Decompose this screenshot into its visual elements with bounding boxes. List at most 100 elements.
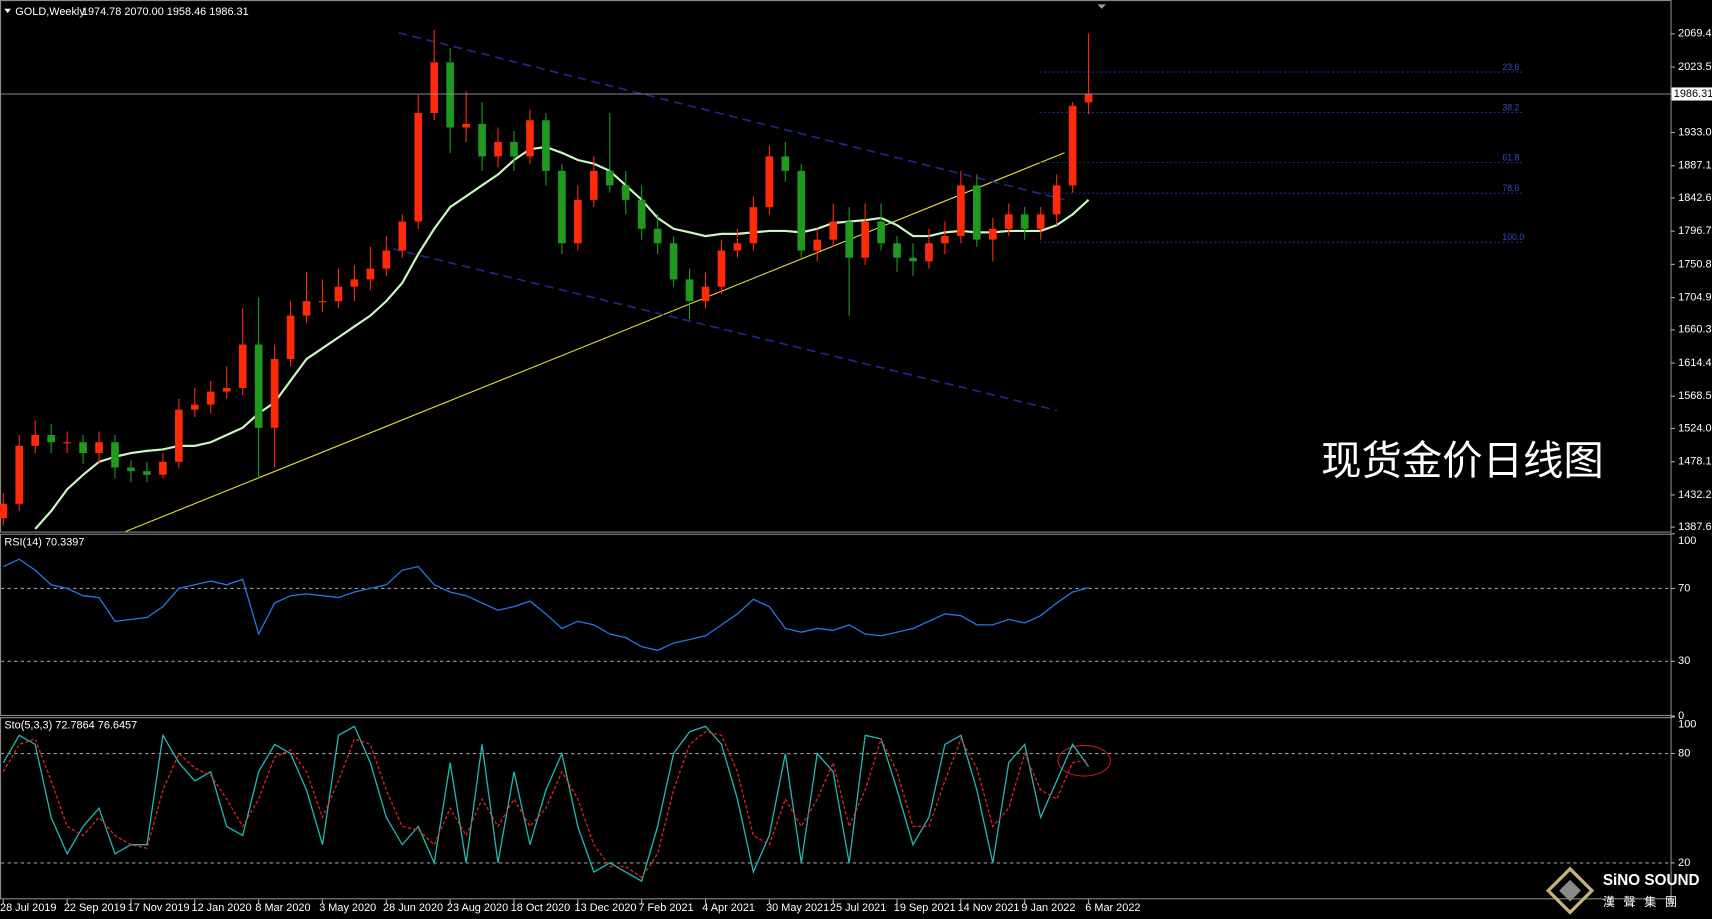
channel-lower bbox=[392, 248, 1058, 412]
candle-body bbox=[717, 250, 726, 287]
candle-body bbox=[797, 170, 806, 251]
y-tick-label: 1478.10 bbox=[1678, 456, 1712, 468]
y-tick-label: 1524.00 bbox=[1678, 422, 1712, 434]
main-frame bbox=[0, 0, 1672, 533]
candle-body bbox=[270, 359, 279, 428]
x-tick-label: 28 Jun 2020 bbox=[383, 902, 443, 914]
candle-body bbox=[526, 120, 534, 157]
channel-upper bbox=[398, 31, 1065, 201]
candle-body bbox=[47, 435, 55, 443]
candle-body bbox=[765, 156, 774, 208]
candle-body bbox=[925, 243, 933, 262]
candle-body bbox=[462, 123, 470, 128]
x-tick-label: 3 May 2020 bbox=[319, 902, 376, 914]
candle-body bbox=[127, 467, 135, 472]
ohlc-readout: 1974.78 2070.00 1958.46 1986.31 bbox=[82, 6, 249, 18]
candle-body bbox=[79, 442, 87, 454]
candle-body bbox=[653, 228, 662, 244]
x-tick-label: 6 Mar 2022 bbox=[1085, 902, 1140, 914]
y-tick-label: 2023.50 bbox=[1678, 61, 1712, 73]
rsi-frame bbox=[0, 533, 1672, 716]
candle-body bbox=[845, 221, 853, 258]
y-tick-label: 0 bbox=[1678, 710, 1684, 722]
fib-label: 38.2 bbox=[1502, 102, 1519, 112]
candle-body bbox=[238, 344, 247, 388]
y-tick-label: 1432.20 bbox=[1678, 489, 1712, 501]
candle-body bbox=[877, 221, 885, 244]
y-tick-label: 1933.05 bbox=[1678, 126, 1712, 138]
candle-body bbox=[414, 113, 423, 222]
candle-body bbox=[621, 185, 630, 200]
title-arrow bbox=[4, 8, 11, 14]
candle-body bbox=[510, 141, 518, 157]
candle-body bbox=[733, 243, 742, 251]
candle-body bbox=[669, 243, 678, 280]
x-tick-label: 18 Oct 2020 bbox=[511, 902, 570, 914]
candle-body bbox=[1020, 214, 1029, 229]
candle-body bbox=[430, 62, 439, 114]
candle-body bbox=[366, 268, 375, 280]
x-tick-label: 13 Dec 2020 bbox=[575, 902, 637, 914]
fib-lines bbox=[1039, 71, 1524, 243]
x-tick-label: 30 May 2021 bbox=[766, 902, 829, 914]
candle-body bbox=[111, 442, 119, 468]
panel-frames bbox=[0, 0, 1672, 900]
y-tick-label: 1887.15 bbox=[1678, 160, 1712, 172]
candle-body bbox=[749, 207, 758, 244]
candle-body bbox=[973, 185, 981, 240]
candle-body bbox=[31, 435, 40, 446]
candle-body bbox=[589, 170, 598, 200]
fib-label: 100.0 bbox=[1502, 232, 1524, 242]
candle-body bbox=[334, 286, 343, 302]
candle-body bbox=[813, 239, 822, 251]
y-tick-label: 30 bbox=[1678, 655, 1690, 667]
candle-body bbox=[637, 199, 646, 229]
y-tick-label: 1614.45 bbox=[1678, 357, 1712, 369]
x-tick-label: 28 Jul 2019 bbox=[0, 902, 56, 914]
x-tick-label: 23 Aug 2020 bbox=[447, 902, 508, 914]
y-tick-label: 20 bbox=[1678, 857, 1690, 869]
candle-body bbox=[829, 221, 838, 240]
candle-body bbox=[350, 279, 359, 287]
candle-body bbox=[781, 156, 790, 171]
candle-body bbox=[605, 170, 614, 186]
highlight-ellipse bbox=[1057, 744, 1111, 777]
candle-body bbox=[222, 387, 231, 392]
candle-body bbox=[143, 471, 151, 475]
x-tick-label: 17 Nov 2019 bbox=[128, 902, 190, 914]
rsi-title: RSI(14) 70.3397 bbox=[4, 536, 84, 548]
x-tick-label: 9 Jan 2022 bbox=[1021, 902, 1075, 914]
y-tick-label: 1750.80 bbox=[1678, 258, 1712, 270]
y-tick-label: 1660.35 bbox=[1678, 324, 1712, 336]
watermark: 现货金价日线图 bbox=[1321, 437, 1604, 484]
y-tick-label: 2069.40 bbox=[1678, 28, 1712, 40]
candle-body bbox=[1052, 185, 1061, 215]
candle-body bbox=[446, 62, 454, 128]
y-tick-label: 100 bbox=[1678, 535, 1696, 547]
logo-diamond bbox=[1545, 866, 1595, 915]
indicator-line bbox=[3, 558, 1089, 652]
indicator-line bbox=[2, 730, 1089, 879]
current-price-box bbox=[1671, 87, 1712, 101]
candle-body bbox=[0, 503, 8, 519]
candle-body bbox=[701, 286, 710, 302]
candle-body bbox=[1036, 214, 1045, 229]
candle-body bbox=[478, 123, 486, 157]
candle-body bbox=[1084, 93, 1093, 103]
x-tick-label: 8 Mar 2020 bbox=[255, 902, 310, 914]
candle-body bbox=[398, 221, 407, 251]
candle-body bbox=[941, 236, 949, 244]
candle-body bbox=[542, 120, 550, 171]
candle-body bbox=[893, 243, 901, 258]
candle-body bbox=[382, 250, 391, 269]
y-tick-label: 1387.65 bbox=[1678, 521, 1712, 533]
candle-body bbox=[159, 461, 167, 475]
candle-body bbox=[286, 315, 295, 360]
y-tick-label: 1704.90 bbox=[1678, 291, 1712, 303]
candle-body bbox=[957, 185, 965, 237]
candle-body bbox=[15, 445, 24, 504]
candle-body bbox=[318, 301, 327, 303]
indicator-line bbox=[2, 725, 1090, 883]
